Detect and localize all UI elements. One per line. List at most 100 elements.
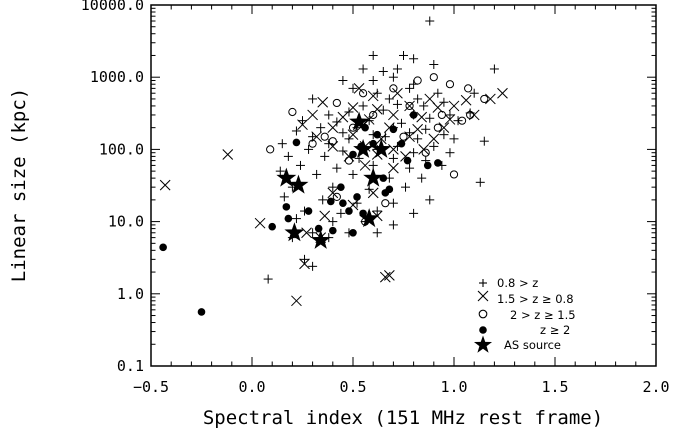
- y-tick-label: 1.0: [117, 285, 144, 303]
- cross-point: [291, 295, 302, 307]
- open-circle-point: [308, 139, 317, 148]
- plus-point: [358, 64, 368, 74]
- plus-point: [332, 163, 342, 173]
- plus-point: [445, 110, 455, 120]
- cross-point: [448, 100, 460, 112]
- plus-point: [279, 192, 289, 202]
- cross-point: [392, 87, 403, 99]
- plus-point: [320, 151, 330, 161]
- plus-point: [425, 113, 435, 123]
- cross-stroke: [337, 111, 349, 123]
- cross-point: [404, 100, 415, 112]
- open-circle-point: [445, 80, 455, 89]
- cross-point: [371, 103, 383, 115]
- open-circle-point: [332, 192, 341, 201]
- open-circle-point: [457, 116, 467, 125]
- cross-stroke: [159, 179, 171, 191]
- cross-point: [327, 187, 339, 199]
- filled-circle-point: [284, 214, 293, 223]
- plus-point: [433, 88, 443, 98]
- plus-point: [449, 134, 459, 144]
- cross-stroke: [392, 87, 403, 99]
- open-circle-point: [405, 101, 414, 111]
- cross-stroke: [375, 133, 387, 145]
- open-circle-point: [389, 84, 398, 93]
- cross-point: [317, 96, 329, 108]
- legend-label-mid-z: 1.5 > z ≥ 0.8: [497, 292, 574, 306]
- plus-point: [277, 139, 287, 149]
- cross-stroke: [448, 100, 460, 112]
- cross-stroke: [347, 129, 359, 141]
- cross-stroke: [384, 270, 395, 281]
- legend: 0.8 > z 1.5 > z ≥ 0.8 2 > z ≥ 1.5 z ≥ 2 …: [473, 276, 576, 353]
- filled-circle-point: [369, 139, 378, 148]
- plus-point: [316, 123, 326, 133]
- cross-point: [460, 94, 472, 106]
- plus-point: [380, 132, 390, 142]
- plus-point: [372, 228, 382, 238]
- cross-stroke: [327, 187, 339, 199]
- filled-circle-point: [397, 139, 406, 148]
- x-tick-label: 0.5: [339, 378, 366, 396]
- cross-stroke: [317, 96, 329, 108]
- plus-point: [401, 182, 411, 192]
- plus-point: [298, 116, 307, 126]
- plus-point: [439, 97, 449, 107]
- cross-stroke: [297, 119, 308, 131]
- cross-stroke: [254, 217, 266, 229]
- cross-stroke: [319, 210, 331, 222]
- open-circle-point: [466, 110, 475, 120]
- plus-point: [368, 50, 378, 60]
- cross-point: [299, 258, 310, 270]
- cross-point: [254, 217, 266, 229]
- star-point: [310, 229, 331, 249]
- plus-point: [368, 76, 378, 86]
- filled-circle-point: [282, 203, 291, 211]
- x-tick-label: 2.0: [642, 378, 669, 396]
- legend-star-marker: [473, 335, 493, 353]
- plus-point: [332, 117, 342, 127]
- plus-point: [413, 94, 423, 104]
- plus-point: [328, 217, 338, 227]
- cross-stroke: [363, 114, 375, 125]
- filled-circle-point: [353, 193, 361, 201]
- plus-point: [405, 128, 415, 138]
- cross-stroke: [367, 90, 379, 102]
- plus-point: [372, 206, 382, 216]
- plus-point: [392, 64, 402, 74]
- cross-stroke: [367, 187, 379, 199]
- plus-point: [295, 160, 305, 170]
- cross-point: [388, 109, 399, 121]
- x-tick-label: 1.0: [440, 378, 467, 396]
- plus-point: [417, 173, 427, 183]
- plus-point: [384, 94, 394, 104]
- cross-stroke: [307, 109, 318, 121]
- legend-filled-circle-marker: [479, 326, 487, 334]
- plus-point: [388, 153, 398, 163]
- open-circle-point: [344, 156, 354, 165]
- filled-circle-point: [434, 159, 442, 167]
- plus-point: [413, 134, 423, 144]
- cross-point: [388, 144, 399, 155]
- plus-point: [388, 72, 398, 82]
- plus-point: [291, 126, 301, 136]
- cross-point: [444, 114, 456, 125]
- cross-point: [428, 133, 440, 145]
- y-tick-label: 0.1: [117, 357, 144, 375]
- plus-point: [372, 88, 382, 98]
- legend-plus-marker: [479, 279, 487, 287]
- open-circle-point: [413, 76, 422, 85]
- cross-point: [388, 162, 399, 174]
- cross-point: [367, 187, 379, 199]
- plus-point: [308, 94, 318, 104]
- cross-point: [404, 131, 415, 143]
- cross-stroke: [327, 122, 339, 134]
- filled-circle-point: [292, 138, 301, 147]
- y-tick-label: 100.0: [99, 140, 144, 158]
- plus-point: [392, 99, 402, 109]
- plus-point: [399, 50, 408, 60]
- plus-point: [338, 76, 348, 86]
- cross-point: [301, 227, 312, 239]
- y-tick-labels: 0.1 1.0 10.0 100.0 1000.0 10000.0: [81, 0, 144, 375]
